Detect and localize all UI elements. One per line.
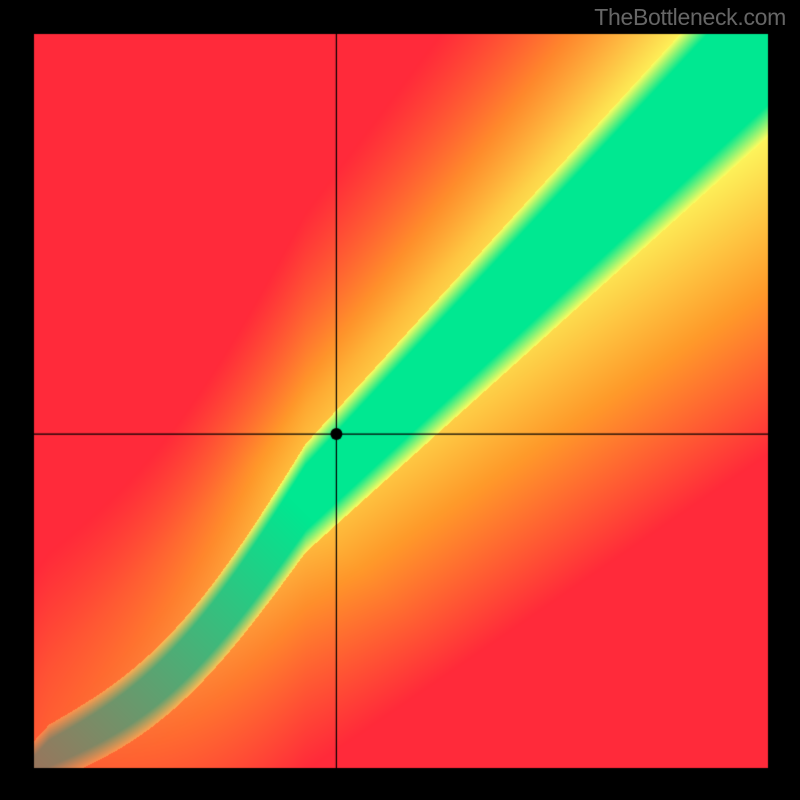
heatmap-canvas xyxy=(0,0,800,800)
chart-container: TheBottleneck.com xyxy=(0,0,800,800)
watermark-label: TheBottleneck.com xyxy=(594,4,786,31)
